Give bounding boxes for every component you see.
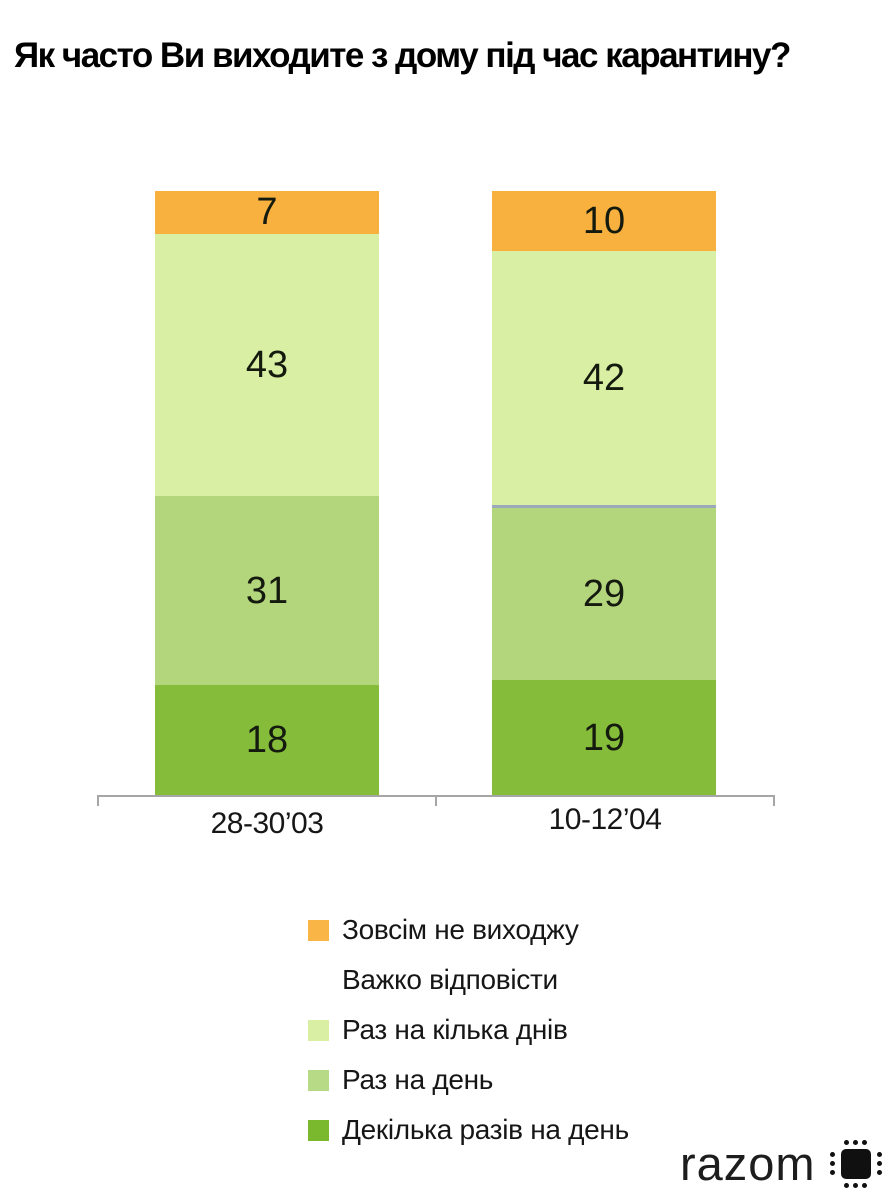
logo-dots-left — [829, 1152, 835, 1175]
bar-segment-value: 29 — [582, 573, 626, 616]
legend-swatch-empty — [308, 970, 329, 991]
bar-segment: 10 — [492, 191, 716, 252]
x-axis-label-2: 10-12’04 — [548, 803, 662, 836]
bar-segment-value: 19 — [582, 716, 626, 759]
bar-segment: 18 — [155, 685, 379, 795]
legend-label: Важко відповісти — [342, 964, 558, 995]
bar-segment-value: 7 — [256, 191, 278, 234]
chart-title: Як часто Ви виходите з дому під час кара… — [14, 36, 791, 75]
stacked-bar-1: 7 43 31 18 — [155, 191, 379, 795]
bar-segment-value: 42 — [582, 357, 626, 400]
bar-segment: 31 — [155, 496, 379, 686]
x-axis-line — [97, 795, 775, 806]
legend-item-once-every-few-days: Раз на кілька днів — [308, 1005, 629, 1055]
legend-item-once-a-day: Раз на день — [308, 1055, 629, 1105]
logo-dots-right — [876, 1152, 882, 1175]
bar-segment: 19 — [492, 680, 716, 795]
bar-segment-value: 43 — [245, 343, 289, 386]
legend-label: Раз на день — [342, 1064, 494, 1095]
logo-square — [840, 1148, 871, 1179]
logo-dots-bottom — [844, 1182, 868, 1188]
legend-item-several-times-a-day: Декілька разів на день — [308, 1105, 629, 1155]
bar-segment: 43 — [155, 233, 379, 497]
stacked-bar-2: 10 42 29 19 — [492, 191, 716, 795]
legend-label: Зовсім не виходжу — [342, 914, 579, 945]
legend: Зовсім не виходжу Важко відповісти Раз н… — [308, 905, 629, 1155]
bar-segment-value: 10 — [582, 200, 626, 243]
bar-segment: 29 — [492, 508, 716, 681]
bar-segment: 42 — [492, 251, 716, 506]
legend-label: Раз на кілька днів — [342, 1014, 568, 1045]
brand-footer: razom — [680, 1136, 882, 1191]
legend-item-hard-to-answer: Важко відповісти — [308, 955, 629, 1005]
legend-item-never-go-out: Зовсім не виходжу — [308, 905, 629, 955]
legend-swatch-dark-green — [308, 1119, 329, 1141]
axis-tick — [773, 797, 775, 806]
bar-segment: 7 — [155, 191, 379, 234]
axis-tick — [435, 797, 437, 806]
legend-swatch-medium-green — [308, 1069, 329, 1091]
axis-tick — [97, 797, 99, 806]
bar-segment-value: 31 — [245, 569, 289, 612]
legend-swatch-light-green — [308, 1019, 329, 1041]
segment-divider — [492, 505, 716, 509]
bar-segment-value: 18 — [245, 719, 289, 762]
logo-dots-top — [844, 1139, 868, 1145]
legend-swatch-orange — [308, 919, 329, 941]
brand-name: razom — [680, 1137, 816, 1190]
x-axis-label-1: 28-30’03 — [210, 807, 324, 840]
razom-logo-icon — [829, 1139, 882, 1188]
legend-label: Декілька разів на день — [342, 1114, 629, 1145]
